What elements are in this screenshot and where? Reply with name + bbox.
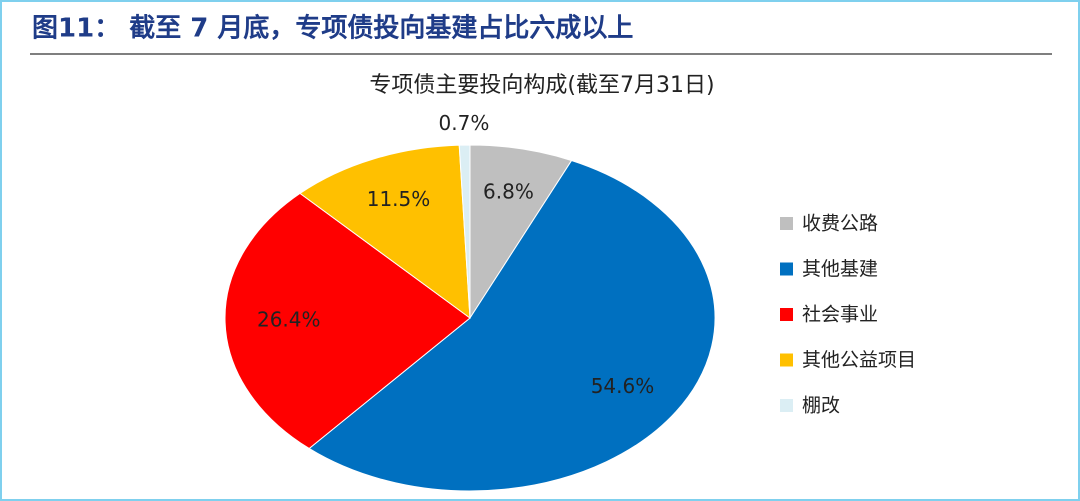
legend-label: 其他公益项目 <box>802 349 916 371</box>
legend-label: 其他基建 <box>802 258 878 280</box>
legend-swatch <box>780 308 793 321</box>
data-label: 6.8% <box>483 179 534 203</box>
legend-label: 收费公路 <box>802 213 878 235</box>
pie-slice <box>469 144 573 320</box>
pie-slice <box>308 159 716 492</box>
figure-title: 图11： 截至 7 月底，专项债投向基建占比六成以上 <box>32 13 633 44</box>
legend-swatch <box>780 353 793 367</box>
legend-label: 棚改 <box>802 395 840 417</box>
chart-title: 专项债主要投向构成(截至7月31日) <box>369 73 714 98</box>
data-label: 26.4% <box>257 308 321 332</box>
legend-label: 社会事业 <box>802 304 878 326</box>
data-label: 0.7% <box>439 111 490 135</box>
legend-swatch <box>780 217 793 230</box>
legend-swatch <box>780 399 793 412</box>
legend-swatch <box>780 262 793 276</box>
data-label: 11.5% <box>367 187 431 211</box>
pie-slice <box>224 192 471 450</box>
data-label: 54.6% <box>591 374 655 398</box>
pie-slice <box>299 144 471 320</box>
pie-slice <box>458 144 471 319</box>
